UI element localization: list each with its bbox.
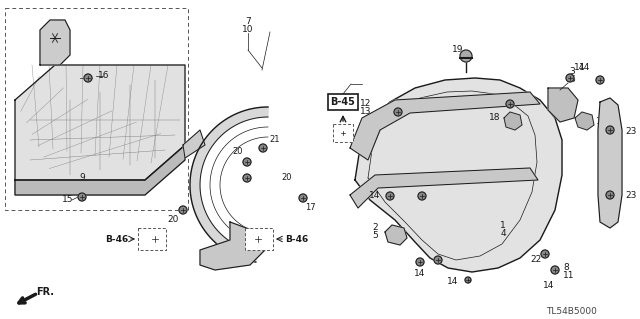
- Text: 9: 9: [79, 174, 85, 182]
- Circle shape: [243, 174, 251, 182]
- Polygon shape: [504, 112, 522, 130]
- Text: 13: 13: [360, 108, 371, 116]
- Polygon shape: [355, 78, 562, 272]
- Polygon shape: [575, 112, 594, 130]
- Text: 4: 4: [500, 229, 506, 239]
- Text: 14: 14: [369, 190, 380, 199]
- Text: 15: 15: [62, 196, 74, 204]
- Circle shape: [434, 256, 442, 264]
- Polygon shape: [200, 222, 265, 270]
- Text: 20: 20: [282, 174, 292, 182]
- Text: TL54B5000: TL54B5000: [547, 308, 597, 316]
- Circle shape: [596, 76, 604, 84]
- Circle shape: [179, 206, 187, 214]
- Circle shape: [566, 74, 574, 82]
- Polygon shape: [598, 98, 622, 228]
- Circle shape: [78, 193, 86, 201]
- Polygon shape: [350, 92, 540, 160]
- Circle shape: [541, 250, 549, 258]
- Polygon shape: [183, 130, 205, 158]
- Text: 14: 14: [447, 278, 458, 286]
- Text: 22: 22: [531, 256, 542, 264]
- Text: 3: 3: [569, 68, 575, 77]
- Polygon shape: [15, 145, 185, 195]
- Text: B-46: B-46: [285, 234, 308, 243]
- Circle shape: [243, 158, 251, 166]
- Text: FR.: FR.: [36, 287, 54, 297]
- Circle shape: [460, 50, 472, 62]
- Text: 2: 2: [372, 224, 378, 233]
- Text: B-45: B-45: [331, 97, 355, 107]
- Circle shape: [394, 108, 402, 116]
- Text: 18: 18: [488, 114, 500, 122]
- Text: 5: 5: [372, 232, 378, 241]
- Text: 6: 6: [569, 76, 575, 85]
- Text: 14: 14: [574, 63, 586, 72]
- Circle shape: [386, 192, 394, 200]
- Circle shape: [551, 266, 559, 274]
- Circle shape: [418, 192, 426, 200]
- Text: 20: 20: [167, 216, 179, 225]
- Circle shape: [150, 234, 160, 244]
- Text: 21: 21: [269, 136, 280, 145]
- Text: 14: 14: [543, 281, 555, 291]
- Polygon shape: [190, 107, 268, 262]
- Circle shape: [84, 74, 92, 82]
- Text: 23: 23: [625, 128, 636, 137]
- Bar: [333, 124, 353, 142]
- Polygon shape: [350, 168, 538, 208]
- Text: 17: 17: [305, 204, 316, 212]
- Text: 14: 14: [579, 63, 591, 72]
- Text: B-46: B-46: [105, 234, 128, 243]
- Text: 12: 12: [360, 100, 371, 108]
- Text: 20: 20: [233, 147, 243, 157]
- Circle shape: [259, 144, 267, 152]
- Polygon shape: [40, 20, 70, 65]
- Circle shape: [416, 258, 424, 266]
- Text: 19: 19: [452, 46, 464, 55]
- Text: 18: 18: [596, 117, 607, 127]
- Circle shape: [465, 277, 471, 283]
- Circle shape: [606, 191, 614, 199]
- Text: 10: 10: [243, 26, 253, 34]
- Circle shape: [253, 234, 263, 244]
- Text: 11: 11: [563, 271, 575, 280]
- Text: 1: 1: [500, 221, 506, 231]
- Polygon shape: [15, 65, 185, 180]
- Circle shape: [299, 194, 307, 202]
- Bar: [245, 228, 273, 250]
- Text: 7: 7: [245, 18, 251, 26]
- Bar: [138, 228, 166, 250]
- Circle shape: [506, 100, 514, 108]
- Polygon shape: [548, 88, 578, 122]
- Circle shape: [339, 129, 347, 137]
- Circle shape: [606, 126, 614, 134]
- Text: 16: 16: [99, 71, 109, 80]
- Text: 23: 23: [625, 190, 636, 199]
- Bar: [5, 8, 188, 210]
- Polygon shape: [385, 225, 407, 245]
- Text: 8: 8: [563, 263, 569, 272]
- Text: 14: 14: [414, 270, 426, 278]
